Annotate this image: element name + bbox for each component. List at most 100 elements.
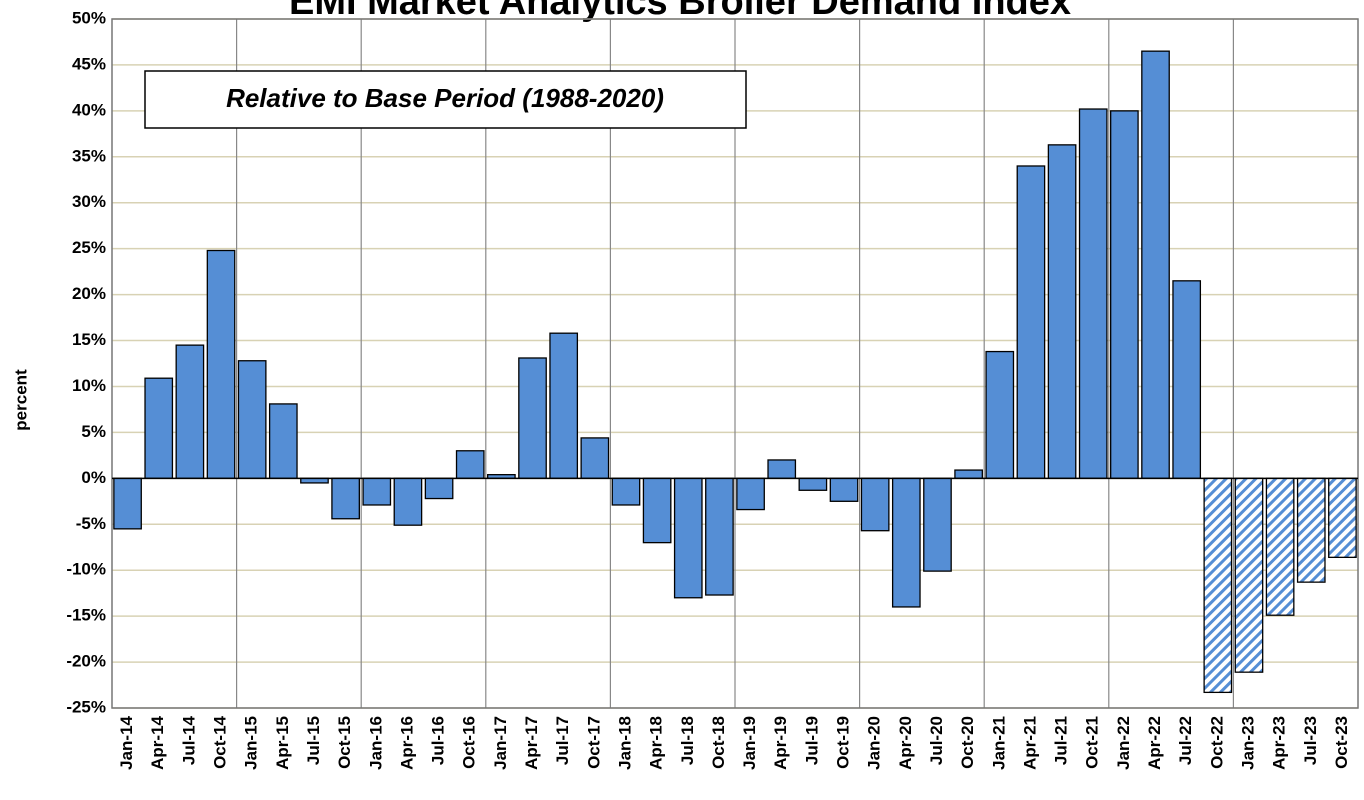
y-tick-label: 35% [72, 146, 106, 165]
bar [1047, 144, 1077, 479]
bar [549, 332, 579, 479]
bar [393, 477, 423, 526]
x-tick-label: Jan-18 [615, 716, 634, 770]
bar [424, 477, 454, 500]
x-tick-label: Oct-16 [460, 716, 479, 769]
bar [673, 477, 703, 599]
bar [705, 477, 734, 596]
x-tick-label: Apr-22 [1145, 716, 1164, 770]
y-tick-label: 45% [72, 54, 106, 73]
x-tick-label: Apr-17 [522, 716, 541, 770]
y-tick-label: 10% [72, 376, 106, 395]
bar [954, 469, 983, 479]
x-tick-label: Apr-14 [148, 715, 167, 769]
bar [1296, 477, 1326, 583]
annotation: Relative to Base Period (1988-2020) [226, 83, 664, 113]
x-tick-label: Oct-15 [335, 716, 354, 769]
y-tick-label: 30% [72, 192, 106, 211]
bar [1110, 110, 1139, 479]
bar [611, 477, 641, 506]
x-tick-label: Jan-21 [989, 716, 1008, 770]
x-tick-label: Apr-21 [1020, 716, 1039, 770]
x-tick-label: Jul-17 [553, 716, 572, 765]
x-tick-label: Apr-20 [896, 716, 915, 770]
y-tick-label: 50% [72, 8, 106, 27]
x-tick-label: Jul-18 [678, 716, 697, 765]
x-tick-label: Apr-16 [397, 716, 416, 770]
bar [144, 377, 174, 479]
y-tick-label: 20% [72, 284, 106, 303]
x-tick-label: Jan-17 [491, 716, 510, 770]
bar [1234, 477, 1264, 673]
bar [767, 459, 797, 479]
x-tick-label: Jul-21 [1052, 716, 1071, 765]
x-tick-label: Jul-23 [1301, 716, 1320, 765]
bar [923, 477, 952, 572]
x-tick-label: Jul-15 [304, 716, 323, 765]
bar [829, 477, 859, 502]
bar [1016, 165, 1046, 479]
x-tick-label: Jul-16 [429, 716, 448, 765]
x-tick-label: Oct-14 [211, 715, 230, 768]
bar [798, 477, 828, 491]
bar [736, 477, 765, 511]
y-tick-label: 0% [81, 468, 106, 487]
x-tick-label: Jan-22 [1114, 716, 1133, 770]
bar [175, 344, 205, 479]
bar [985, 350, 1015, 479]
plot-border [111, 18, 1359, 709]
x-tick-label: Apr-23 [1270, 716, 1289, 770]
bar [1328, 477, 1357, 558]
y-tick-label: -20% [66, 652, 106, 671]
bar [1172, 280, 1202, 479]
x-tick-label: Oct-19 [834, 716, 853, 769]
y-tick-label: -10% [66, 560, 106, 579]
x-tick-label: Jul-14 [179, 715, 198, 765]
x-tick-label: Apr-19 [771, 716, 790, 770]
bar [362, 477, 392, 506]
y-tick-label: -25% [66, 697, 106, 716]
bar [331, 477, 360, 520]
bar [113, 477, 142, 530]
y-tick-label: 5% [81, 422, 106, 441]
y-axis-label: percent [11, 369, 30, 431]
x-tick-label: Oct-20 [958, 716, 977, 769]
x-tick-label: Oct-17 [584, 716, 603, 769]
annotation-box [144, 70, 747, 129]
bar [237, 360, 267, 479]
x-tick-label: Apr-15 [273, 716, 292, 770]
y-tick-label: -5% [76, 514, 106, 533]
bar [580, 437, 610, 479]
x-tick-label: Jan-15 [242, 716, 261, 770]
bar [1203, 477, 1233, 694]
x-tick-label: Oct-18 [709, 716, 728, 769]
x-tick-label: Apr-18 [647, 716, 666, 770]
bar [518, 357, 547, 479]
x-tick-label: Jul-22 [1176, 716, 1195, 765]
bar [642, 477, 672, 544]
x-tick-label: Jan-14 [117, 715, 136, 769]
y-tick-label: 40% [72, 100, 106, 119]
y-tick-label: -15% [66, 606, 106, 625]
x-tick-label: Oct-22 [1207, 716, 1226, 769]
bar [455, 450, 485, 479]
y-tick-label: 25% [72, 238, 106, 257]
bar [1141, 50, 1170, 479]
bar [268, 403, 298, 479]
bar [206, 249, 236, 479]
x-tick-label: Jul-20 [927, 716, 946, 765]
x-tick-label: Jan-19 [740, 716, 759, 770]
bar [1265, 477, 1295, 616]
x-tick-label: Oct-23 [1332, 716, 1351, 769]
x-tick-label: Jan-23 [1238, 716, 1257, 770]
bar [1078, 108, 1108, 479]
y-tick-label: 15% [72, 330, 106, 349]
bar [860, 477, 890, 532]
x-tick-label: Jan-20 [865, 716, 884, 770]
x-tick-label: Jul-19 [802, 716, 821, 765]
bar [891, 477, 921, 608]
chart-title: EMI Market Analytics Broiler Demand Inde… [289, 0, 1071, 23]
x-tick-label: Jan-16 [366, 716, 385, 770]
x-tick-label: Oct-21 [1083, 716, 1102, 769]
